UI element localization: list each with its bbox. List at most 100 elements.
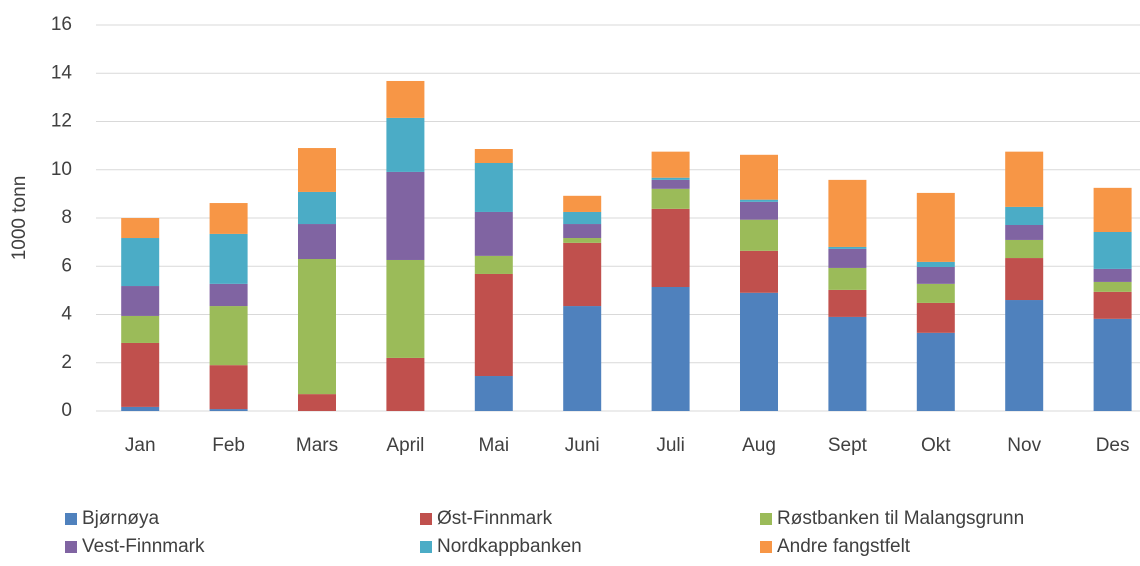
bar-segment — [828, 248, 867, 268]
bar-segment — [828, 246, 867, 249]
bar-segment — [1005, 239, 1044, 259]
bar-segment — [474, 273, 513, 377]
legend-label: Nordkappbanken — [437, 536, 582, 557]
bar-segment — [916, 261, 955, 267]
x-tick-label: Feb — [212, 435, 245, 456]
y-tick-label: 0 — [61, 400, 72, 421]
bar-segment — [474, 255, 513, 274]
bar-segment — [651, 208, 690, 287]
bar-segment — [298, 191, 336, 225]
bar-segment — [651, 188, 690, 209]
x-tick-label: Des — [1096, 435, 1130, 456]
bar-segment — [740, 154, 778, 200]
y-tick-label: 10 — [51, 159, 72, 180]
bar-segment — [474, 376, 513, 411]
y-tick-label: 14 — [51, 62, 73, 83]
bar-segment — [1093, 281, 1132, 292]
bar-segment — [121, 315, 160, 343]
y-tick-label: 8 — [61, 207, 72, 228]
bar-segment — [740, 219, 778, 251]
bar-segment — [1093, 268, 1132, 282]
bar-segment — [828, 267, 867, 290]
bar-segment — [1005, 206, 1044, 225]
bar-segment — [386, 357, 425, 411]
x-tick-label: Juli — [656, 435, 685, 456]
bar-segment — [563, 242, 602, 307]
x-tick-label: Aug — [742, 435, 776, 456]
bar-segment — [386, 80, 425, 118]
bar-segment — [1093, 187, 1132, 232]
bar-segment — [386, 171, 425, 260]
bar-segment — [1005, 224, 1044, 240]
bar-segment — [916, 302, 955, 333]
x-tick-label: Okt — [921, 435, 951, 456]
bar-segment — [386, 117, 425, 172]
legend-label: Bjørnøya — [82, 508, 160, 529]
legend-swatch — [65, 513, 77, 525]
bar-segment — [209, 365, 248, 410]
x-tick-label: April — [386, 435, 424, 456]
legend-swatch — [760, 513, 772, 525]
bar-segment — [474, 211, 513, 256]
bar-segment — [1093, 231, 1132, 269]
bar-segment — [121, 218, 160, 239]
bar-segment — [298, 224, 336, 260]
bar-segment — [563, 195, 602, 212]
x-tick-label: Juni — [565, 435, 600, 456]
bar-segment — [209, 306, 248, 366]
legend-swatch — [420, 513, 432, 525]
legend-swatch — [420, 541, 432, 553]
bar-segment — [651, 179, 690, 189]
legend-label: Andre fangstfelt — [777, 536, 911, 557]
y-axis-title: 1000 tonn — [9, 176, 30, 261]
bar-segment — [121, 238, 160, 287]
bar-segment — [209, 409, 248, 411]
x-tick-label: Mai — [478, 435, 509, 456]
legend-label: Øst-Finnmark — [437, 508, 553, 529]
bar-segment — [828, 316, 867, 411]
bar-segment — [386, 259, 425, 358]
bar-segment — [916, 192, 955, 262]
x-tick-label: Sept — [828, 435, 868, 456]
y-tick-label: 16 — [51, 14, 72, 35]
bar-segment — [828, 289, 867, 317]
bar-segment — [651, 177, 690, 180]
y-tick-label: 4 — [61, 304, 72, 325]
bar-segment — [1005, 300, 1044, 411]
bar-segment — [298, 394, 336, 411]
x-tick-label: Jan — [125, 435, 156, 456]
bar-segment — [298, 259, 336, 395]
legend-swatch — [760, 541, 772, 553]
bar-segment — [121, 342, 160, 407]
bar-segment — [740, 201, 778, 220]
bar-segment — [1005, 151, 1044, 207]
bar-segment — [828, 179, 867, 247]
bar-segment — [1005, 258, 1044, 301]
bar-segment — [740, 199, 778, 202]
bar-segment — [651, 151, 690, 178]
bar-segment — [651, 286, 690, 411]
bar-segment — [563, 211, 602, 225]
x-tick-label: Mars — [296, 435, 338, 456]
bar-segment — [916, 283, 955, 303]
bar-segment — [563, 238, 602, 243]
bar-segment — [916, 332, 955, 411]
bar-segment — [740, 292, 778, 411]
bar-segment — [474, 149, 513, 163]
y-tick-label: 2 — [61, 352, 72, 373]
legend-swatch — [65, 541, 77, 553]
legend-label: Vest-Finnmark — [82, 536, 205, 557]
bar-segment — [916, 266, 955, 284]
bar-segment — [298, 148, 336, 192]
bar-segment — [563, 224, 602, 239]
legend-label: Røstbanken til Malangsgrunn — [777, 508, 1024, 529]
bar-segment — [121, 286, 160, 316]
bar-segment — [563, 306, 602, 411]
bar-segment — [740, 250, 778, 293]
y-tick-label: 6 — [61, 255, 72, 276]
bar-segment — [121, 406, 160, 411]
bar-segment — [1093, 291, 1132, 319]
x-tick-label: Nov — [1007, 435, 1041, 456]
bar-segment — [209, 233, 248, 284]
